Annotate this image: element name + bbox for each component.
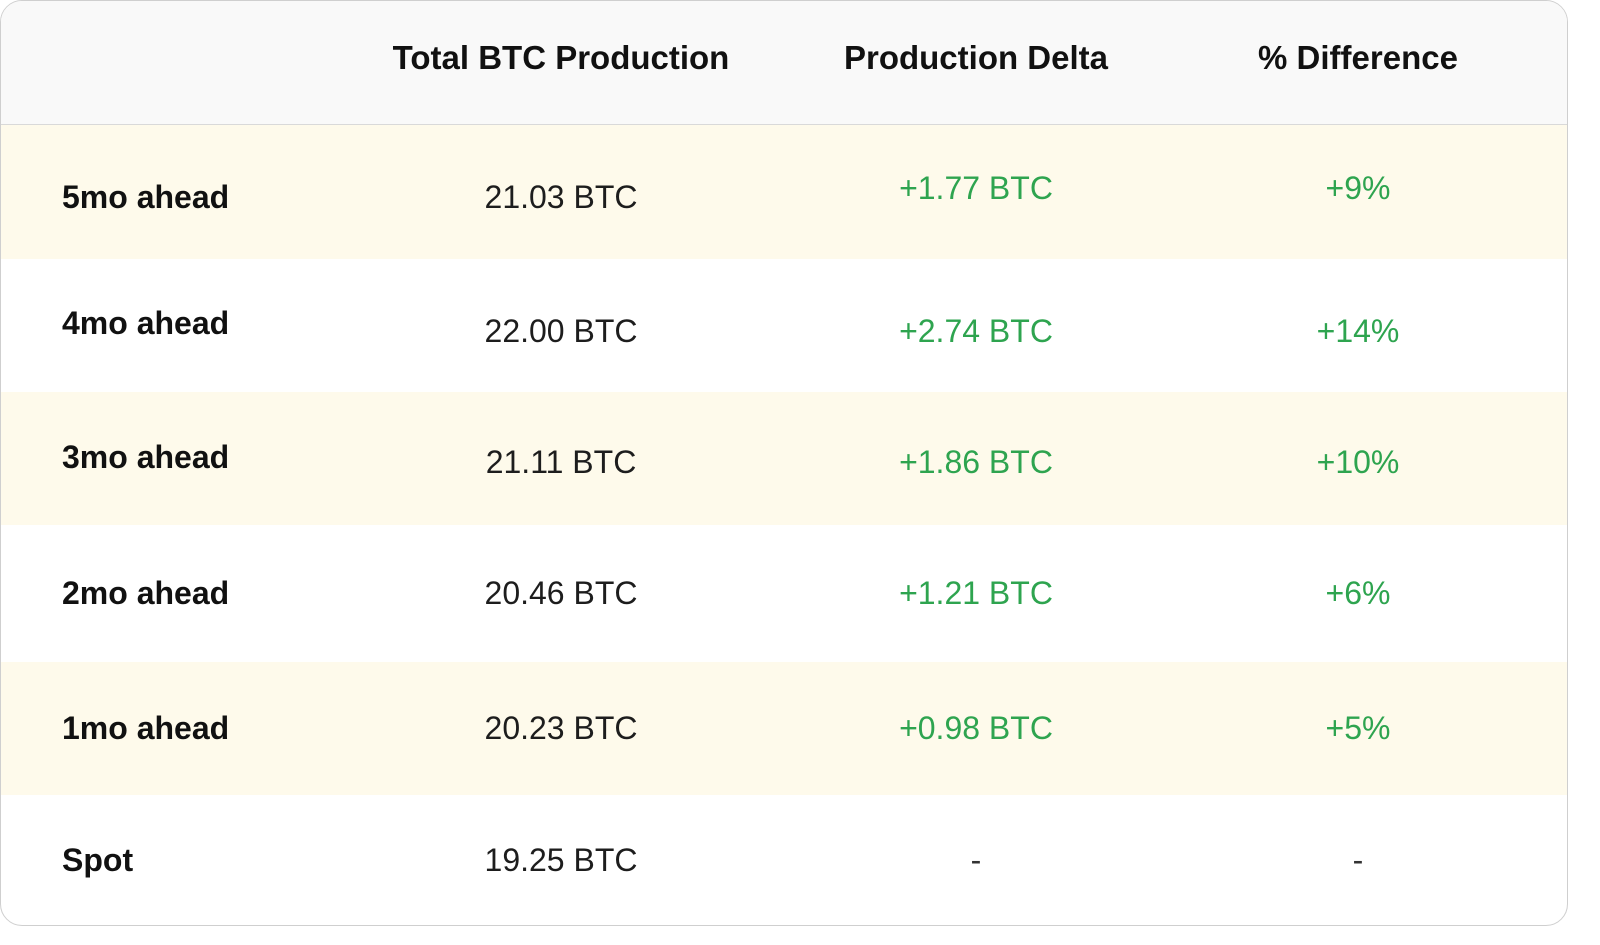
delta-cell: +0.98 BTC bbox=[899, 710, 1053, 746]
delta-cell: +1.86 BTC bbox=[899, 444, 1053, 480]
table-header: Total BTC Production Production Delta % … bbox=[1, 1, 1567, 125]
row-label: 2mo ahead bbox=[62, 575, 230, 611]
row-label: 4mo ahead bbox=[62, 305, 230, 341]
table-row: 1mo ahead 20.23 BTC +0.98 BTC +5% bbox=[1, 662, 1567, 795]
percent-cell: +9% bbox=[1325, 169, 1391, 206]
table-row: 3mo ahead 21.11 BTC +1.86 BTC +10% bbox=[1, 392, 1567, 525]
header-percent-difference: % Difference bbox=[1258, 38, 1458, 76]
total-btc-cell: 19.25 BTC bbox=[484, 841, 638, 878]
delta-cell: - bbox=[970, 841, 982, 878]
percent-cell: +10% bbox=[1316, 444, 1400, 480]
row-label: 3mo ahead bbox=[62, 439, 230, 475]
row-label: Spot bbox=[62, 841, 134, 878]
row-label: 1mo ahead bbox=[62, 710, 230, 746]
percent-cell: +5% bbox=[1325, 710, 1391, 746]
table-row: 5mo ahead 21.03 BTC +1.77 BTC +9% bbox=[1, 125, 1567, 259]
table-row: 4mo ahead 22.00 BTC +2.74 BTC +14% bbox=[1, 259, 1567, 392]
total-btc-cell: 20.46 BTC bbox=[484, 575, 638, 611]
delta-cell: +1.21 BTC bbox=[899, 575, 1053, 611]
table-row: 2mo ahead 20.46 BTC +1.21 BTC +6% bbox=[1, 525, 1567, 662]
total-btc-cell: 21.11 BTC bbox=[485, 444, 637, 480]
table-row: Spot 19.25 BTC - - bbox=[1, 795, 1567, 925]
total-btc-cell: 20.23 BTC bbox=[484, 710, 638, 746]
delta-cell: +2.74 BTC bbox=[899, 313, 1053, 349]
percent-cell: - bbox=[1352, 841, 1364, 878]
row-label: 5mo ahead bbox=[62, 178, 230, 215]
delta-cell: +1.77 BTC bbox=[899, 169, 1053, 206]
production-table: Total BTC Production Production Delta % … bbox=[0, 0, 1568, 926]
total-btc-cell: 22.00 BTC bbox=[484, 313, 638, 349]
percent-cell: +14% bbox=[1316, 313, 1400, 349]
total-btc-cell: 21.03 BTC bbox=[484, 178, 638, 215]
header-total-btc-production: Total BTC Production bbox=[392, 38, 730, 76]
percent-cell: +6% bbox=[1325, 575, 1391, 611]
header-production-delta: Production Delta bbox=[843, 38, 1109, 76]
